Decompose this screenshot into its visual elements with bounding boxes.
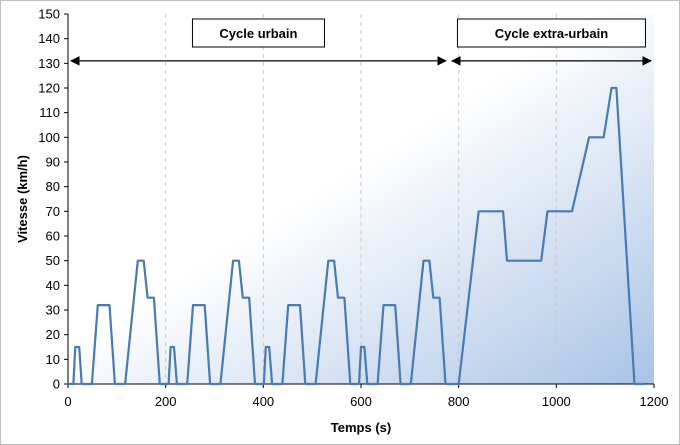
x-tick-label: 200 — [155, 394, 177, 409]
y-tick-label: 80 — [46, 179, 60, 194]
y-tick-label: 10 — [46, 352, 60, 367]
y-tick-label: 110 — [39, 105, 60, 120]
y-tick-label: 120 — [38, 81, 60, 96]
y-tick-label: 140 — [38, 31, 60, 46]
y-tick-label: 150 — [38, 7, 60, 22]
y-tick-label: 50 — [46, 253, 60, 268]
y-tick-label: 90 — [46, 155, 60, 170]
y-axis-title: Vitesse (km/h) — [15, 155, 30, 243]
ticks: 0 10 20 30 40 50 60 70 80 90 100 110 120 130 140 150 0 20… — [38, 7, 668, 410]
x-tick-label: 1000 — [542, 394, 571, 409]
y-tick-label: 40 — [46, 278, 60, 293]
x-tick-label: 400 — [252, 394, 274, 409]
annotations: Cycle urbain Cycle extra-urbain — [70, 18, 652, 66]
annotation-label: Cycle extra-urbain — [495, 26, 608, 41]
speed-series-line — [68, 86, 645, 386]
x-tick-label: 0 — [64, 394, 71, 409]
annotation-box — [191, 18, 325, 48]
y-tick-label: 0 — [53, 377, 60, 392]
series-layer — [68, 86, 645, 386]
x-tick-label: 800 — [448, 394, 470, 409]
y-tick-label: 70 — [46, 204, 60, 219]
grid-lines — [165, 14, 557, 384]
y-tick-label: 20 — [46, 327, 60, 342]
annotation-box — [456, 18, 646, 48]
y-tick-label: 100 — [38, 130, 60, 145]
y-tick-label: 30 — [46, 303, 60, 318]
annotation-label: Cycle urbain — [219, 26, 297, 41]
y-tick-label: 130 — [38, 56, 60, 71]
y-tick-label: 60 — [46, 229, 60, 244]
x-tick-label: 600 — [350, 394, 372, 409]
x-axis-title: Temps (s) — [331, 420, 391, 435]
x-tick-label: 1200 — [640, 394, 669, 409]
